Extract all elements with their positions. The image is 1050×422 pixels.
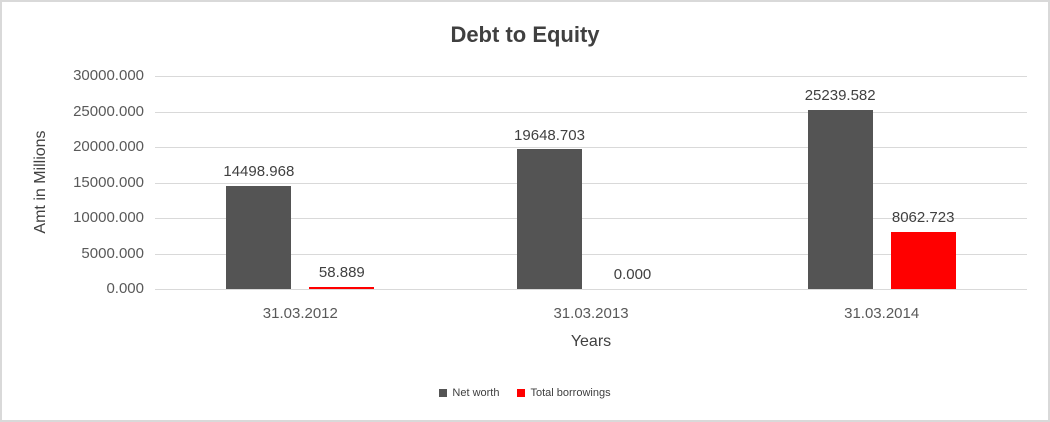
data-label-net-worth: 19648.703 xyxy=(514,126,585,144)
legend-label: Net worth xyxy=(452,387,500,399)
data-label-total-borrowings: 58.889 xyxy=(318,264,365,281)
y-tick-label: 0.000 xyxy=(106,280,144,297)
y-tick-label: 20000.000 xyxy=(73,138,144,155)
y-tick-label: 15000.000 xyxy=(73,173,144,191)
gridline xyxy=(155,182,1027,184)
bar-net-worth xyxy=(517,149,582,289)
x-axis-title: Years xyxy=(570,333,612,350)
data-label-net-worth: 14498.968 xyxy=(223,163,295,181)
data-label-total-borrowings: 8062.723 xyxy=(891,208,955,226)
legend-swatch-total-borrowings xyxy=(517,389,526,397)
gridline xyxy=(155,111,1027,113)
bar-net-worth xyxy=(807,109,873,289)
legend-label: Total borrowings xyxy=(530,387,611,399)
x-category-label: 31.03.2013 xyxy=(553,305,629,322)
bar-total-borrowings xyxy=(309,287,375,289)
gridline xyxy=(155,289,1027,290)
y-tick-label: 5000.000 xyxy=(81,244,144,262)
y-tick-label: 30000.000 xyxy=(73,67,144,84)
gridline xyxy=(155,253,1027,255)
data-label-total-borrowings: 0.000 xyxy=(613,266,652,283)
bar-net-worth xyxy=(226,186,292,289)
bar-total-borrowings xyxy=(890,231,956,289)
x-category-label: 31.03.2012 xyxy=(262,305,338,322)
y-tick-label: 10000.000 xyxy=(73,209,144,226)
chart-title: Debt to Equity xyxy=(450,22,600,47)
legend-swatch-net-worth xyxy=(439,389,448,397)
gridline xyxy=(155,218,1027,219)
data-label-net-worth: 25239.582 xyxy=(804,86,876,104)
legend-item-total-borrowings: Total borrowings xyxy=(517,387,611,399)
gridline xyxy=(155,147,1027,148)
x-category-label: 31.03.2014 xyxy=(844,305,920,322)
legend-item-net-worth: Net worth xyxy=(439,387,499,399)
legend: Net worth Total borrowings xyxy=(0,387,1050,399)
y-tick-label: 25000.000 xyxy=(73,102,144,120)
gridline xyxy=(155,76,1027,77)
